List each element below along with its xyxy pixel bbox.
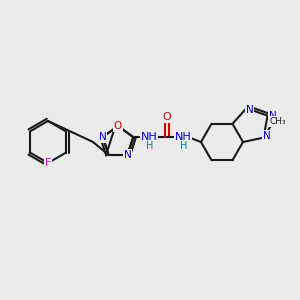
Text: N: N: [99, 132, 107, 142]
Text: N: N: [269, 111, 276, 121]
Text: N: N: [124, 150, 131, 160]
Text: O: O: [163, 112, 172, 122]
Text: F: F: [45, 158, 51, 168]
Text: NH: NH: [141, 132, 158, 142]
Text: CH₃: CH₃: [269, 117, 286, 126]
Text: H: H: [146, 141, 153, 151]
Text: N: N: [246, 105, 254, 115]
Text: NH: NH: [175, 132, 192, 142]
Text: N: N: [263, 130, 270, 141]
Text: O: O: [114, 121, 122, 131]
Text: H: H: [179, 141, 187, 151]
